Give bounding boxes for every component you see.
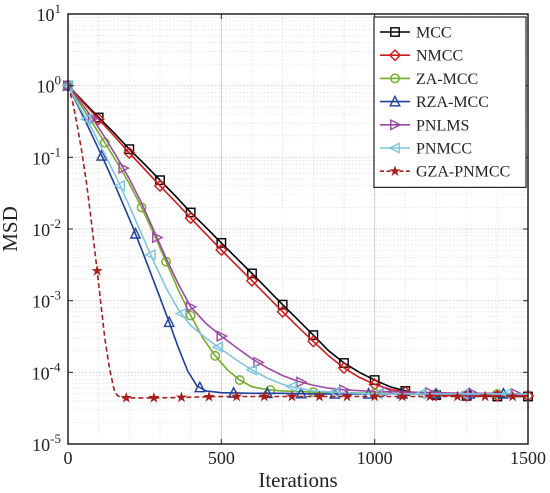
data-point-gza-pnmcc xyxy=(286,390,298,402)
x-tick-label: 1500 xyxy=(510,448,546,468)
data-point-gza-pnmcc xyxy=(368,390,381,402)
legend-label-pnmcc: PNMCC xyxy=(416,141,472,158)
data-point-rza-mcc xyxy=(129,227,142,239)
legend-label-pnlms: PNLMS xyxy=(416,117,469,134)
data-point-mcc xyxy=(247,268,257,279)
y-tick-label: 10-5 xyxy=(32,431,61,455)
data-point-pnmcc xyxy=(285,380,297,393)
y-tick-label: 10-3 xyxy=(32,288,61,312)
data-point-gza-pnmcc xyxy=(424,390,436,402)
data-point-pnlms xyxy=(87,112,100,125)
data-point-gza-pnmcc xyxy=(451,390,464,402)
y-tick-label: 101 xyxy=(37,1,62,25)
data-point-gza-pnmcc xyxy=(396,390,408,402)
legend-label-nmcc: NMCC xyxy=(416,48,463,65)
legend: MCC NMCC ZA-MCC RZA-MCC PNLMS PNMCC GZA-PNMCC xyxy=(373,16,527,188)
legend-marker-pnmcc xyxy=(388,142,400,154)
data-point-rza-mcc xyxy=(295,386,307,399)
data-point-pnmcc xyxy=(113,179,126,192)
data-point-nmcc xyxy=(245,274,259,287)
legend-label-za-mcc: ZA-MCC xyxy=(416,71,478,88)
y-tick-label: 10-4 xyxy=(32,359,61,383)
data-point-pnlms xyxy=(296,376,308,388)
data-point-gza-pnmcc xyxy=(258,390,270,402)
data-point-gza-pnmcc xyxy=(91,264,103,276)
data-point-pnmcc xyxy=(499,388,512,400)
axis-ticks: 0 500 1000 1500 101 100 10-1 10-2 10-3 10-4 10-5 xyxy=(32,1,546,468)
data-point-pnmcc xyxy=(245,364,257,376)
data-point-pnlms xyxy=(216,330,229,342)
data-point-mcc xyxy=(308,330,319,341)
x-tick-label: 500 xyxy=(208,448,235,468)
data-point-nmcc xyxy=(123,146,136,160)
data-point-mcc xyxy=(277,299,288,310)
data-point-pnmcc xyxy=(328,386,340,398)
data-point-nmcc xyxy=(215,243,228,257)
data-point-mcc xyxy=(216,237,227,248)
legend-marker-mcc xyxy=(390,27,400,37)
data-point-pnmcc xyxy=(79,113,92,126)
series-line-gza-pnmcc xyxy=(67,85,528,399)
legend-marker-gza-pnmcc xyxy=(389,165,401,177)
series-layer xyxy=(61,78,535,403)
y-axis-title: MSD xyxy=(0,206,22,252)
legend-marker-nmcc xyxy=(388,49,402,62)
data-point-nmcc xyxy=(153,179,167,193)
data-point-gza-pnmcc xyxy=(120,391,132,403)
data-point-nmcc xyxy=(276,305,289,318)
data-point-gza-pnmcc xyxy=(148,391,160,403)
y-tick-label: 10-2 xyxy=(32,216,61,240)
y-tick-label: 10-1 xyxy=(32,144,61,168)
data-point-za-mcc xyxy=(234,375,245,385)
data-point-gza-pnmcc xyxy=(175,391,188,403)
data-point-za-mcc xyxy=(210,350,221,361)
data-point-za-mcc xyxy=(185,310,196,321)
data-point-gza-pnmcc xyxy=(313,390,326,402)
series-gza-pnmcc xyxy=(67,85,528,403)
x-tick-label: 0 xyxy=(64,448,73,468)
data-point-rza-mcc xyxy=(227,386,240,398)
legend-marker-za-mcc xyxy=(390,73,400,84)
data-point-rza-mcc xyxy=(194,380,206,393)
data-point-gza-pnmcc xyxy=(506,390,519,402)
data-point-nmcc xyxy=(307,335,320,348)
legend-marker-rza-mcc xyxy=(389,94,401,107)
data-point-pnlms xyxy=(152,231,164,244)
data-point-pnmcc xyxy=(144,248,156,261)
data-point-gza-pnmcc xyxy=(479,390,491,402)
data-point-pnlms xyxy=(185,301,198,313)
data-point-pnlms xyxy=(253,356,265,369)
data-point-pnmcc xyxy=(174,307,187,320)
legend-label-rza-mcc: RZA-MCC xyxy=(416,94,489,111)
data-point-rza-mcc xyxy=(163,315,176,328)
series-pnmcc xyxy=(61,79,528,400)
grid xyxy=(68,14,528,445)
data-point-pnmcc xyxy=(211,341,224,353)
legend-marker-pnlms xyxy=(390,118,402,131)
data-point-nmcc xyxy=(337,361,351,375)
x-tick-label: 1000 xyxy=(357,448,393,468)
data-point-gza-pnmcc xyxy=(203,390,215,402)
legend-label-gza-pnmcc: GZA-PNMCC xyxy=(416,164,510,181)
y-tick-label: 100 xyxy=(37,73,62,97)
legend-label-mcc: MCC xyxy=(416,25,452,42)
data-point-nmcc xyxy=(184,211,197,225)
data-point-za-mcc xyxy=(308,387,319,397)
data-point-gza-pnmcc xyxy=(341,390,353,402)
x-axis-title: Iterations xyxy=(258,468,337,492)
data-point-rza-mcc xyxy=(95,149,108,161)
data-point-gza-pnmcc xyxy=(230,390,243,402)
data-point-pnlms xyxy=(118,162,130,174)
